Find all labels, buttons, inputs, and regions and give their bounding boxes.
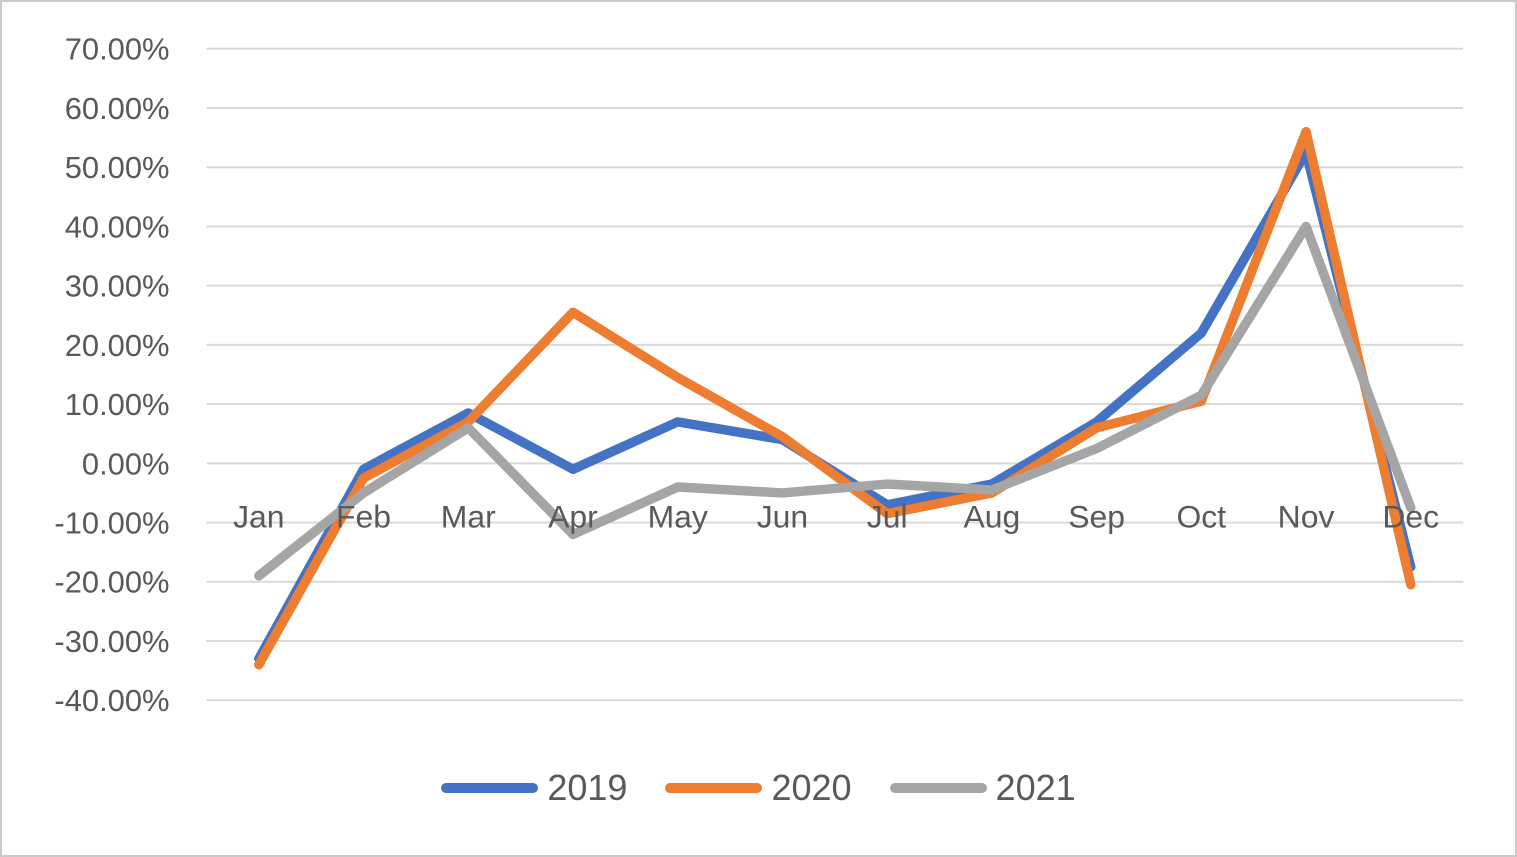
y-tick-label: -20.00% — [54, 565, 169, 600]
x-tick-label-Jan: Jan — [233, 499, 284, 535]
legend-item-2019: 2019 — [441, 770, 627, 806]
legend-item-2021: 2021 — [889, 767, 1076, 808]
legend: 2019 2020 2021 — [2, 770, 1515, 806]
x-tick-label-Dec: Dec — [1382, 499, 1439, 535]
legend-swatch-2019 — [441, 783, 539, 793]
legend-swatch-2021 — [889, 783, 987, 793]
x-tick-label-Aug: Aug — [963, 499, 1020, 535]
y-tick-label: 60.00% — [65, 91, 170, 126]
x-tick-label-Feb: Feb — [336, 499, 391, 535]
x-axis-labels: Jan Feb Mar Apr May Jun Jul Aug Sep Oct Nov Dec — [233, 499, 1439, 535]
y-tick-label: -10.00% — [54, 506, 169, 541]
y-tick-label: 0.00% — [82, 446, 170, 481]
x-tick-label-Nov: Nov — [1278, 499, 1335, 535]
x-tick-label-Sep: Sep — [1068, 499, 1125, 535]
y-tick-label: -30.00% — [54, 624, 169, 659]
series-line-2019 — [254, 147, 1416, 664]
legend-label-2020: 2020 — [771, 767, 852, 808]
y-tick-label: 10.00% — [65, 387, 170, 422]
series-line-2021 — [254, 221, 1416, 581]
y-tick-label: 40.00% — [65, 209, 170, 244]
y-tick-label: 50.00% — [65, 150, 170, 185]
x-tick-label-Apr: Apr — [548, 499, 598, 535]
legend-label-2021: 2021 — [995, 767, 1076, 808]
x-tick-label-Mar: Mar — [441, 499, 496, 535]
x-tick-label-Jul: Jul — [867, 499, 908, 535]
x-tick-label-Oct: Oct — [1177, 499, 1227, 535]
legend-swatch-2020 — [665, 783, 763, 793]
y-tick-label: 30.00% — [65, 269, 170, 304]
y-tick-label: 20.00% — [65, 328, 170, 363]
y-tick-label: 70.00% — [65, 32, 170, 67]
y-axis-labels: 70.00% 60.00% 50.00% 40.00% 30.00% 20.00% 10.0… — [54, 32, 169, 718]
series-lines — [254, 126, 1416, 670]
x-tick-label-Jun: Jun — [757, 499, 808, 535]
series-line-2020 — [254, 126, 1416, 670]
gridlines — [206, 47, 1464, 702]
y-tick-label: -40.00% — [54, 683, 169, 718]
x-tick-label-May: May — [648, 499, 708, 535]
legend-label-2019: 2019 — [547, 767, 628, 808]
legend-item-2020: 2020 — [665, 767, 852, 808]
